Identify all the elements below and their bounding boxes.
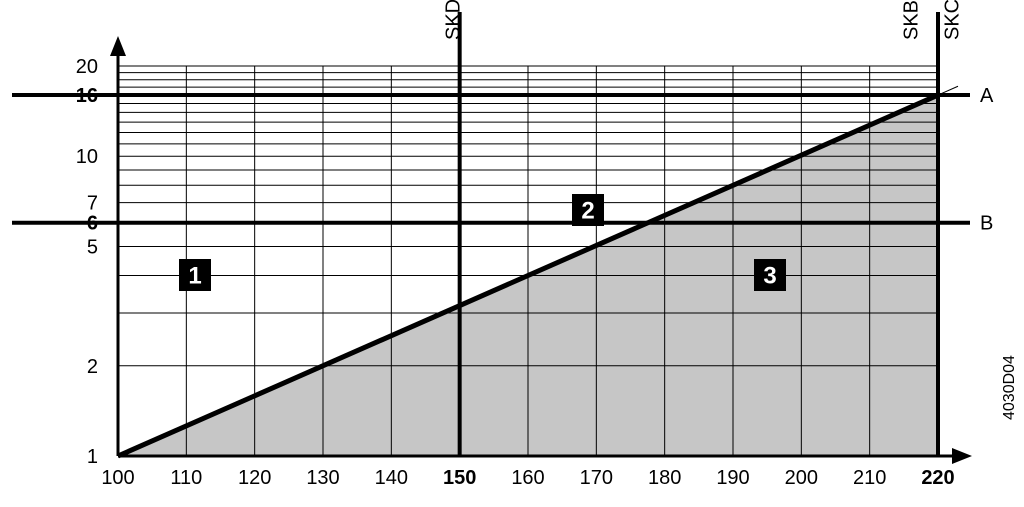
- x-tick-label: 190: [716, 467, 749, 489]
- x-tick-label: 100: [101, 467, 134, 489]
- y-tick-label: 16: [76, 85, 98, 107]
- right-label: A: [980, 85, 994, 107]
- x-tick-label: 150: [443, 467, 476, 489]
- y-tick-label: 1: [87, 446, 98, 468]
- x-tick-label: 110: [170, 467, 202, 489]
- svg-text:3: 3: [763, 263, 776, 290]
- x-axis-arrow: [952, 448, 972, 464]
- top-label: SKD...: [443, 0, 465, 40]
- y-tick-label: 6: [87, 213, 98, 235]
- x-tick-label: 120: [238, 467, 271, 489]
- x-tick-label: 170: [580, 467, 613, 489]
- svg-text:2: 2: [581, 198, 594, 225]
- x-tick-label: 180: [648, 467, 681, 489]
- x-tick-label: 200: [785, 467, 818, 489]
- y-tick-label: 10: [76, 146, 98, 168]
- top-label: SKC...: [942, 0, 964, 40]
- top-label: SKB...: [901, 0, 923, 40]
- semilog-region-chart: BA10011012013014015016017018019020021022…: [0, 0, 1024, 507]
- region-marker: 1: [179, 259, 211, 291]
- y-tick-label: 20: [76, 56, 98, 78]
- region-marker: 3: [754, 259, 786, 291]
- region-marker: 2: [572, 194, 604, 226]
- x-tick-label: 210: [853, 467, 886, 489]
- svg-text:1: 1: [188, 263, 201, 290]
- right-label: B: [980, 213, 993, 235]
- y-axis-arrow: [110, 36, 126, 56]
- y-tick-label: 2: [87, 356, 98, 378]
- y-tick-label: 5: [87, 236, 98, 258]
- x-tick-label: 140: [375, 467, 408, 489]
- side-code: 4030D04: [1001, 355, 1018, 420]
- x-tick-label: 160: [511, 467, 544, 489]
- y-tick-label: 7: [87, 193, 98, 215]
- x-tick-label: 220: [921, 467, 954, 489]
- x-tick-label: 130: [306, 467, 339, 489]
